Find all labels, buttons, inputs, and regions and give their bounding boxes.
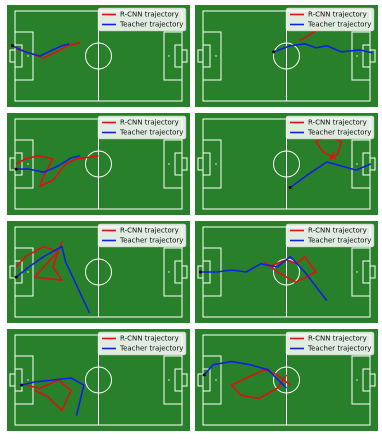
legend-label: Teacher trajectory <box>119 129 183 137</box>
center-circle <box>85 42 112 70</box>
legend-box <box>97 7 187 32</box>
start-marker <box>14 275 18 279</box>
start-marker <box>10 44 14 48</box>
panel: R-CNN trajectory Teacher trajectory <box>195 221 378 323</box>
center-circle <box>273 366 300 394</box>
teacher-trajectory <box>273 42 373 54</box>
penalty-spot <box>356 271 358 273</box>
teacher-trajectory <box>12 43 70 57</box>
panel: R-CNN trajectory Teacher trajectory <box>195 5 378 107</box>
legend-label: R-CNN trajectory <box>120 227 179 235</box>
legend-box <box>97 223 187 248</box>
penalty-spot <box>168 55 170 57</box>
teacher-trajectory <box>289 161 372 189</box>
start-marker <box>288 185 292 189</box>
center-circle <box>273 42 300 70</box>
start-marker <box>202 373 206 377</box>
rcnn-trajectory <box>264 255 317 284</box>
legend-label: Teacher trajectory <box>307 345 371 353</box>
center-circle <box>273 150 300 178</box>
legend-label: R-CNN trajectory <box>308 119 367 127</box>
goal-right <box>181 157 188 171</box>
legend-box <box>97 331 187 356</box>
rcnn-trajectory <box>15 241 63 282</box>
penalty-spot <box>168 379 170 381</box>
legend-label: R-CNN trajectory <box>120 11 179 19</box>
center-circle <box>85 366 112 394</box>
penalty-spot <box>215 379 217 381</box>
panel: R-CNN trajectory Teacher trajectory <box>7 221 190 323</box>
goal-right <box>369 49 376 63</box>
penalty-spot <box>356 379 358 381</box>
penalty-spot <box>215 163 217 165</box>
rcnn-trajectory <box>15 154 99 188</box>
penalty-spot <box>27 55 29 57</box>
legend-box <box>285 115 375 140</box>
panel: R-CNN trajectory Teacher trajectory <box>7 5 190 107</box>
center-circle <box>85 150 112 178</box>
legend-label: R-CNN trajectory <box>308 227 367 235</box>
legend-label: Teacher trajectory <box>307 237 371 245</box>
teacher-trajectory <box>200 255 328 302</box>
goal-left <box>197 157 204 171</box>
legend-label: Teacher trajectory <box>307 21 371 29</box>
rcnn-trajectory <box>230 368 291 400</box>
goal-right <box>369 265 376 279</box>
panel: R-CNN trajectory Teacher trajectory <box>7 113 190 215</box>
panel: R-CNN trajectory Teacher trajectory <box>195 329 378 431</box>
goal-right <box>181 265 188 279</box>
center-circle <box>85 258 112 286</box>
panel: R-CNN trajectory Teacher trajectory <box>7 329 190 431</box>
goal-left <box>9 265 16 279</box>
panel: R-CNN trajectory Teacher trajectory <box>195 113 378 215</box>
legend-label: R-CNN trajectory <box>120 119 179 127</box>
legend-box <box>285 7 375 32</box>
legend-label: Teacher trajectory <box>119 21 183 29</box>
goal-left <box>9 49 16 63</box>
legend-label: Teacher trajectory <box>119 345 183 353</box>
penalty-spot <box>356 55 358 57</box>
goal-left <box>9 157 16 171</box>
legend-label: Teacher trajectory <box>307 129 371 137</box>
legend-label: R-CNN trajectory <box>120 335 179 343</box>
legend-box <box>285 331 375 356</box>
legend-label: R-CNN trajectory <box>308 335 367 343</box>
penalty-spot <box>27 163 29 165</box>
goal-left <box>9 373 16 387</box>
teacher-trajectory <box>16 155 81 174</box>
penalty-spot <box>27 271 29 273</box>
start-marker <box>14 167 18 171</box>
teacher-trajectory <box>203 360 288 389</box>
penalty-spot <box>168 271 170 273</box>
legend-box <box>97 115 187 140</box>
penalty-spot <box>356 163 358 165</box>
goal-left <box>197 49 204 63</box>
penalty-spot <box>168 163 170 165</box>
penalty-spot <box>27 379 29 381</box>
teacher-trajectory <box>15 245 91 314</box>
start-marker <box>272 50 276 54</box>
rcnn-trajectory <box>25 379 72 412</box>
start-marker <box>20 383 24 387</box>
teacher-trajectory <box>21 377 85 416</box>
legend-label: R-CNN trajectory <box>308 11 367 19</box>
legend-label: Teacher trajectory <box>119 237 183 245</box>
legend-box <box>285 223 375 248</box>
goal-right <box>181 373 188 387</box>
start-marker <box>198 270 202 274</box>
goal-left <box>197 373 204 387</box>
penalty-spot <box>215 55 217 57</box>
goal-right <box>369 373 376 387</box>
goal-right <box>181 49 188 63</box>
